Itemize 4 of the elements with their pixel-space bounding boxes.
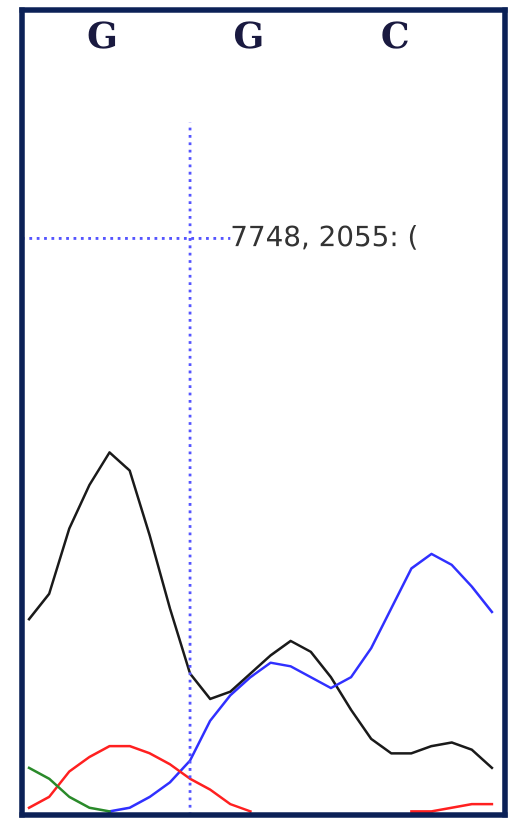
text: G (234, 21, 262, 49)
text: C (382, 21, 408, 49)
text: G (88, 21, 116, 49)
text: 7748, 2055: ( (232, 225, 416, 250)
